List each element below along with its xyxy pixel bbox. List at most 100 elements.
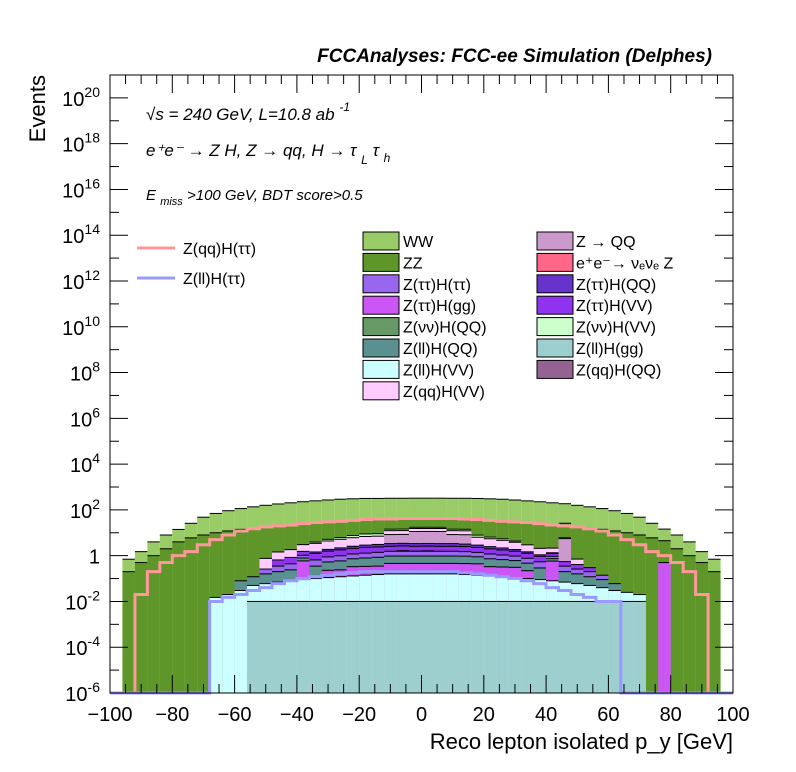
bar-0-42 (633, 601, 646, 693)
x-tick-label: 100 (716, 704, 749, 726)
y-tick-label: 102 (70, 496, 100, 523)
bar-0-28 (458, 601, 472, 693)
bar-0-13 (271, 601, 285, 693)
legend: Z(qq)H(ττ) Z(ll)H(ττ) WW ZZ Z(ττ)H(ττ) Z(ττ)H… (137, 231, 673, 401)
bar-0-14 (284, 601, 297, 693)
y-tick-label: 1018 (62, 130, 100, 157)
bar-13-43 (645, 537, 659, 693)
bar-0-15 (296, 601, 310, 693)
legend-box-swatch (536, 274, 574, 294)
signal-overlay-lines (110, 517, 733, 695)
y-tick-label: 1012 (62, 267, 100, 294)
bar-13-1 (122, 571, 135, 693)
legend-label: Z(qq)H(QQ) (576, 362, 661, 379)
legend-box-swatch (362, 381, 400, 401)
bar-0-21 (371, 601, 385, 693)
legend-box-swatch (362, 252, 400, 272)
bar-13-5 (172, 541, 185, 693)
bar-0-20 (359, 601, 372, 693)
y-tick-label: 1016 (62, 175, 100, 202)
legend-box-swatch (536, 231, 574, 251)
y-tick-label: 10-2 (65, 587, 100, 614)
x-tick-label: −40 (280, 704, 314, 726)
process-label: e⁺e⁻ → Z H, Z → qq, H → τ (146, 141, 358, 160)
bar-0-37 (571, 601, 584, 693)
bar-0-26 (433, 601, 447, 693)
x-tick-label: −60 (218, 704, 252, 726)
bar-13-3 (147, 555, 160, 693)
legend-label: Z(ττ)H(gg) (403, 298, 476, 315)
y-tick-label: 1 (89, 547, 100, 569)
stacked-histogram-bars (122, 497, 721, 693)
annotation-block: √s = 240 GeV, L=10.8 ab -1 e⁺e⁻ → Z H, Z… (146, 100, 391, 209)
bar-0-11 (247, 601, 260, 693)
energy-sup: -1 (339, 100, 350, 114)
legend-box-swatch (362, 338, 400, 358)
legend-box-swatch (536, 359, 574, 379)
legend-box-swatch (536, 317, 574, 337)
bar-0-27 (446, 601, 459, 693)
x-tick-label: −100 (87, 704, 132, 726)
bar-0-32 (508, 601, 522, 693)
legend-box-swatch (536, 338, 574, 358)
legend-label: Z(ττ)H(QQ) (576, 277, 656, 294)
bar-0-41 (620, 601, 634, 693)
legend-box-swatch (362, 295, 400, 315)
process-sub-h: h (384, 151, 391, 165)
x-tick-label: 40 (535, 704, 557, 726)
y-tick-label: 106 (70, 404, 100, 431)
process-sub-l: L (361, 153, 368, 167)
legend-label: Z(ll)H(gg) (576, 341, 644, 358)
bar-13-2 (134, 562, 148, 693)
legend-label: Z → QQ (576, 234, 636, 251)
legend-label: Z(ll)H(ττ) (183, 271, 245, 288)
x-tick-label: −80 (155, 704, 189, 726)
bar-13-6 (184, 537, 198, 693)
x-tick-label: 20 (473, 704, 495, 726)
process-tau: τ (373, 141, 381, 160)
bar-0-35 (546, 601, 559, 693)
y-tick-label: 1014 (62, 221, 100, 248)
bar-0-29 (471, 601, 484, 693)
legend-label: Z(qq)H(VV) (403, 384, 485, 401)
bar-13-45 (670, 548, 684, 693)
overlay-0 (110, 517, 733, 695)
legend-label: Z(ll)H(QQ) (403, 341, 478, 358)
cut-text: E miss >100 GeV, BDT score>0.5 (146, 187, 363, 209)
bar-0-17 (321, 601, 335, 693)
x-tick-label: 60 (597, 704, 619, 726)
y-axis-label: Events (25, 75, 50, 142)
bar-0-23 (396, 601, 410, 693)
cut-e: E (146, 187, 157, 204)
bar-13-7 (197, 534, 210, 693)
overlay-1 (110, 570, 733, 695)
x-axis-label: Reco lepton isolated p_y [GeV] (430, 729, 733, 754)
y-tick-label: 1020 (62, 84, 100, 111)
bar-0-25 (421, 601, 434, 693)
bar-0-39 (595, 601, 609, 693)
process-text: e⁺e⁻ → Z H, Z → qq, H → τ L τ h (146, 141, 391, 168)
bar-0-19 (346, 601, 360, 693)
legend-label: Z(νν)H(QQ) (403, 320, 487, 337)
cut-rest: >100 GeV, BDT score>0.5 (187, 187, 363, 204)
bar-0-34 (533, 601, 547, 693)
stack-layer-0 (247, 600, 646, 693)
legend-label: Z(ll)H(VV) (403, 362, 474, 379)
legend-label: e⁺e⁻→ νₑνₑ Z (576, 255, 673, 272)
bar-0-36 (558, 601, 572, 693)
y-tick-label: 10-4 (65, 633, 100, 660)
legend-label: Z(ττ)H(ττ) (403, 277, 471, 294)
bar-0-16 (309, 601, 322, 693)
x-tick-label: 0 (416, 704, 427, 726)
bar-13-47 (695, 562, 709, 693)
bar-2-44 (658, 562, 671, 693)
legend-label: Z(νν)H(VV) (576, 320, 656, 337)
bar-13-46 (683, 555, 696, 693)
legend-box-swatch (362, 317, 400, 337)
chart-title: FCCAnalyses: FCC-ee Simulation (Delphes) (317, 46, 712, 67)
legend-box-swatch (362, 359, 400, 379)
x-tick-label: −20 (342, 704, 376, 726)
x-tick-label: 80 (660, 704, 682, 726)
bar-0-24 (409, 601, 422, 693)
legend-label: WW (403, 234, 434, 251)
